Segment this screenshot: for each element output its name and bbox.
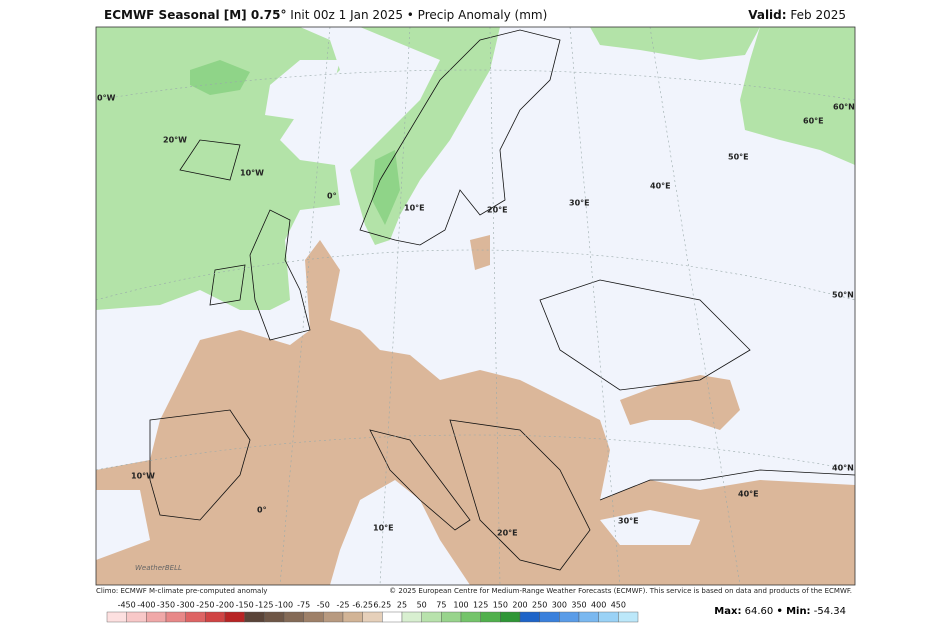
grid-label: 0°W: [97, 94, 116, 103]
colorbar-label: -6.25: [352, 601, 373, 610]
colorbar-swatch: [146, 611, 167, 623]
valid: Valid: Feb 2025: [748, 8, 846, 22]
title: ECMWF Seasonal [M] 0.75° Init 00z 1 Jan …: [104, 8, 547, 22]
stats: Max: 64.60 • Min: -54.34: [714, 606, 846, 617]
grid-label: 10°W: [240, 169, 264, 178]
grid-label: 40°E: [738, 490, 759, 499]
graticule: [96, 27, 855, 585]
colorbar-label: 100: [453, 601, 468, 610]
colorbar-swatch: [539, 611, 560, 623]
colorbar-label: 450: [611, 601, 626, 610]
colorbar-swatch: [264, 611, 285, 623]
colorbar-label: 350: [571, 601, 586, 610]
title-bold: ECMWF Seasonal [M] 0.75°: [104, 8, 286, 22]
colorbar-label: -100: [275, 601, 293, 610]
min-label: Min:: [786, 606, 811, 617]
separator: •: [776, 606, 782, 617]
grid-label: 30°E: [569, 199, 590, 208]
colorbar-swatch: [382, 611, 403, 623]
grid-label: 40°N: [832, 464, 854, 473]
grid-label: 10°E: [404, 204, 425, 213]
colorbar-label: 25: [397, 601, 407, 610]
map-labels: 0°W 20°W 10°W 0° 10°E 20°E 30°E 40°E 50°E 60°E 60°…: [97, 94, 855, 538]
grid-label: 0°: [327, 192, 337, 201]
colorbar-label: 400: [591, 601, 606, 610]
colorbar-swatch: [106, 611, 127, 623]
colorbar-label: 300: [552, 601, 567, 610]
colorbar-swatch: [362, 611, 383, 623]
colorbar-swatch: [401, 611, 422, 623]
grid-label: 50°N: [832, 291, 854, 300]
max-value: 64.60: [745, 606, 774, 617]
colorbar-swatch: [480, 611, 501, 623]
colorbar-label: -200: [216, 601, 234, 610]
grid-label: 40°E: [650, 182, 671, 191]
climo-note: Climo: ECMWF M-climate pre-computed anom…: [96, 587, 267, 595]
map: 0°W 20°W 10°W 0° 10°E 20°E 30°E 40°E 50°E 60°E 60°…: [96, 27, 855, 585]
colorbar-swatch: [323, 611, 344, 623]
colorbar-label: -150: [236, 601, 254, 610]
colorbar-swatch: [618, 611, 639, 623]
colorbar-label: -450: [118, 601, 136, 610]
colorbar-label: -400: [137, 601, 155, 610]
colorbar-label: -300: [177, 601, 195, 610]
grid-label: 20°E: [497, 529, 518, 538]
colorbar-swatch: [460, 611, 481, 623]
colorbar-label: 50: [417, 601, 427, 610]
colorbar-swatch: [224, 611, 245, 623]
colorbar-label: -50: [317, 601, 330, 610]
colorbar-swatch: [421, 611, 442, 623]
colorbar-swatch: [441, 611, 462, 623]
colorbar-label: -125: [255, 601, 273, 610]
grid-label: 60°N: [833, 103, 855, 112]
colorbar-swatch: [519, 611, 540, 623]
grid-label: 60°E: [803, 117, 824, 126]
min-value: -54.34: [814, 606, 846, 617]
negative-anomaly: [96, 235, 855, 585]
grid-label: 30°E: [618, 517, 639, 526]
grid-label: 50°E: [728, 153, 749, 162]
colorbar-swatch: [500, 611, 521, 623]
coastlines: [149, 29, 855, 571]
colorbar-label: 75: [436, 601, 446, 610]
map-frame: [95, 26, 856, 586]
grid-label: 20°E: [487, 206, 508, 215]
copyright: © 2025 European Centre for Medium-Range …: [389, 587, 852, 595]
colorbar-swatch: [126, 611, 147, 623]
colorbar-label: -75: [297, 601, 310, 610]
grid-label: 10°W: [131, 472, 155, 481]
grid-label: 0°: [257, 506, 267, 515]
colorbar-label: 250: [532, 601, 547, 610]
colorbar-swatch: [185, 611, 206, 623]
valid-value: Feb 2025: [790, 8, 846, 22]
grid-label: 10°E: [373, 524, 394, 533]
colorbar-label: 150: [493, 601, 508, 610]
logo: WeatherBELL: [135, 564, 182, 572]
colorbar-swatch: [244, 611, 265, 623]
colorbar-swatch: [165, 611, 186, 623]
colorbar: -450 -400 -350 -300 -250 -200 -150 -125 -100 -75-…: [106, 601, 639, 623]
colorbar-swatch: [559, 611, 580, 623]
colorbar-swatch: [342, 611, 363, 623]
colorbar-swatch: [303, 611, 324, 623]
colorbar-label: 6.25: [373, 601, 391, 610]
title-rest: Init 00z 1 Jan 2025 • Precip Anomaly (mm…: [290, 8, 547, 22]
colorbar-label: -25: [336, 601, 349, 610]
colorbar-label: 200: [512, 601, 527, 610]
colorbar-label: -350: [157, 601, 175, 610]
colorbar-swatch: [598, 611, 619, 623]
colorbar-swatch: [578, 611, 599, 623]
colorbar-label: -250: [196, 601, 214, 610]
colorbar-swatch: [283, 611, 304, 623]
grid-label: 20°W: [163, 136, 187, 145]
colorbar-swatch: [205, 611, 226, 623]
valid-label: Valid:: [748, 8, 786, 22]
colorbar-label: 125: [473, 601, 488, 610]
max-label: Max:: [714, 606, 741, 617]
